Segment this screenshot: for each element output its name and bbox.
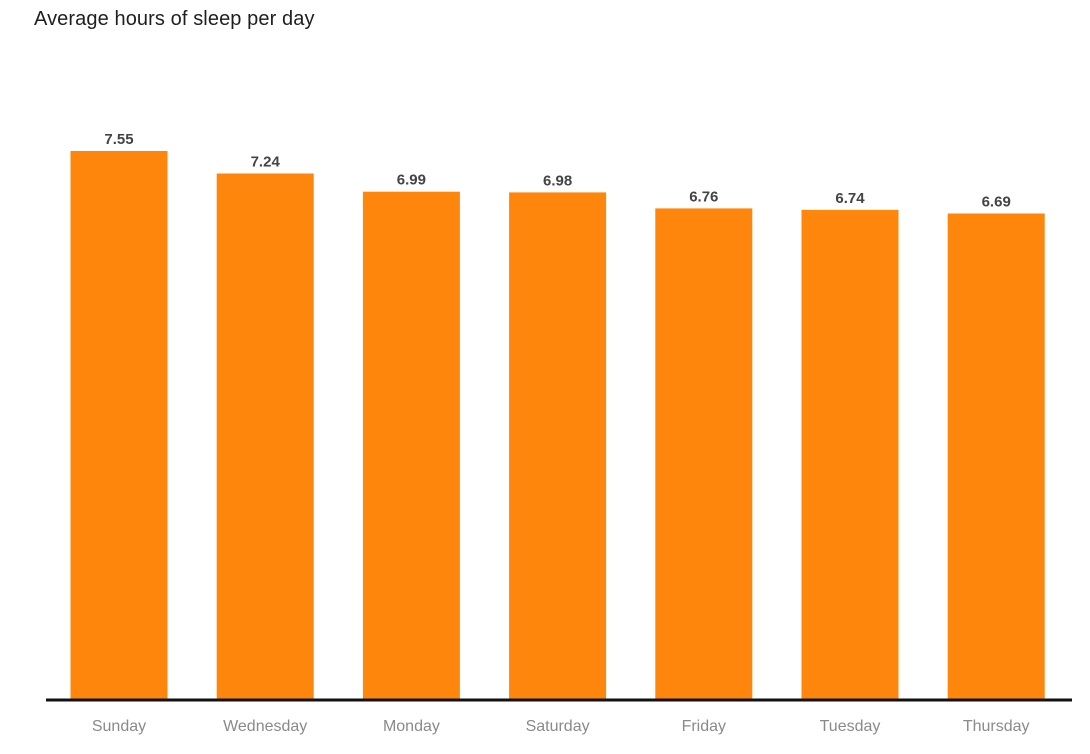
x-tick-label-thursday: Thursday bbox=[963, 718, 1030, 735]
x-tick-label-sunday: Sunday bbox=[92, 718, 146, 735]
data-label-monday: 6.99 bbox=[397, 172, 426, 189]
bar-saturday bbox=[509, 192, 607, 700]
x-tick-label-saturday: Saturday bbox=[526, 718, 590, 735]
data-label-friday: 6.76 bbox=[689, 188, 718, 205]
data-label-saturday: 6.98 bbox=[543, 172, 572, 189]
x-tick-label-wednesday: Wednesday bbox=[223, 718, 307, 735]
data-labels-group: 7.55 7.24 6.99 6.98 6.76 6.74 6.69 bbox=[104, 131, 1010, 211]
bar-sunday bbox=[70, 151, 168, 700]
chart-title: Average hours of sleep per day bbox=[34, 8, 315, 30]
x-tick-labels-group: Sunday Wednesday Monday Saturday Friday Tuesd… bbox=[92, 718, 1030, 735]
bar-friday bbox=[655, 208, 753, 700]
x-tick-label-friday: Friday bbox=[682, 718, 726, 735]
data-label-thursday: 6.69 bbox=[982, 194, 1011, 211]
bar-thursday bbox=[947, 213, 1045, 700]
bar-tuesday bbox=[801, 209, 899, 700]
x-tick-label-tuesday: Tuesday bbox=[820, 718, 881, 735]
data-label-wednesday: 7.24 bbox=[251, 154, 281, 171]
bar-monday bbox=[362, 191, 460, 700]
data-label-sunday: 7.55 bbox=[104, 131, 133, 148]
bars-group bbox=[70, 151, 1045, 700]
data-label-tuesday: 6.74 bbox=[835, 190, 865, 207]
bar-wednesday bbox=[216, 173, 314, 700]
x-tick-label-monday: Monday bbox=[383, 718, 440, 735]
